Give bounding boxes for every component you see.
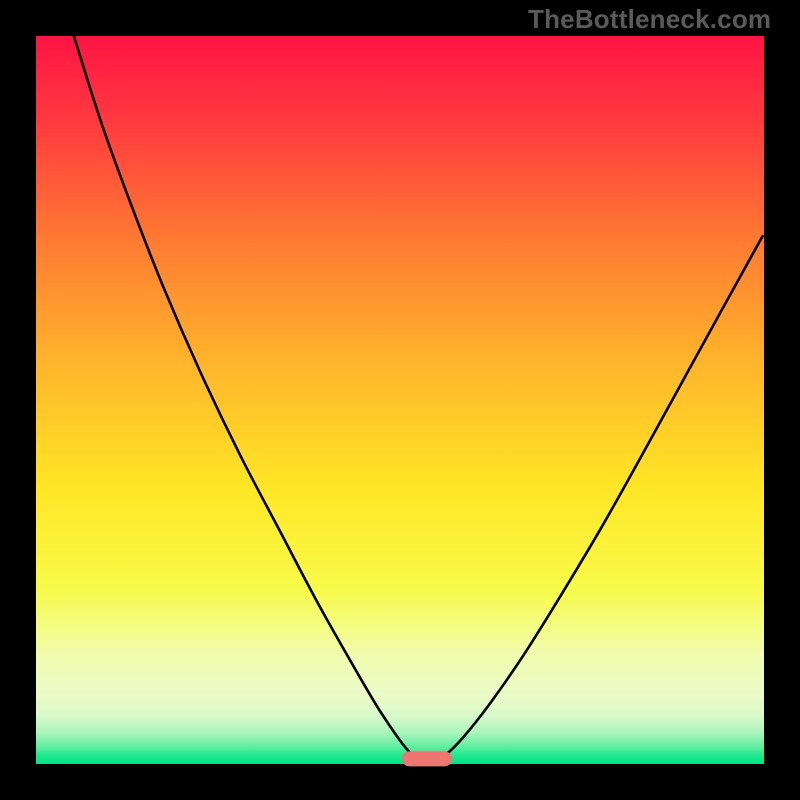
- watermark-text: TheBottleneck.com: [528, 4, 771, 35]
- plot-background: [36, 36, 764, 764]
- bottleneck-chart: [0, 0, 800, 800]
- optimal-marker: [402, 751, 452, 766]
